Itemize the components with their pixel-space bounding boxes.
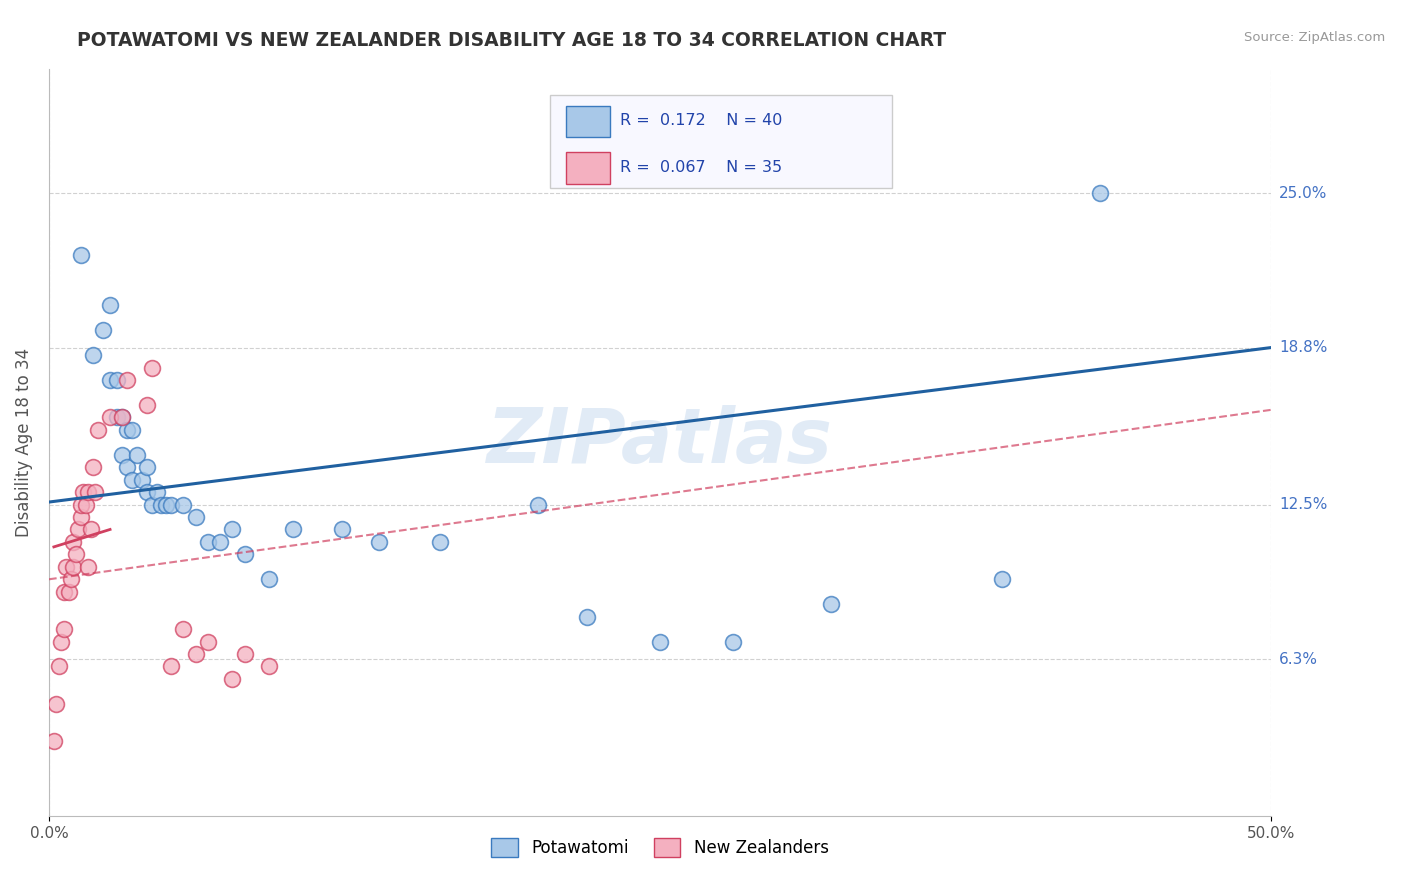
FancyBboxPatch shape bbox=[565, 153, 610, 184]
Point bbox=[111, 410, 134, 425]
Text: POTAWATOMI VS NEW ZEALANDER DISABILITY AGE 18 TO 34 CORRELATION CHART: POTAWATOMI VS NEW ZEALANDER DISABILITY A… bbox=[77, 31, 946, 50]
Point bbox=[257, 572, 280, 586]
Point bbox=[221, 523, 243, 537]
Point bbox=[197, 634, 219, 648]
Point bbox=[221, 672, 243, 686]
Point bbox=[172, 622, 194, 636]
Point bbox=[51, 634, 73, 648]
Point bbox=[131, 473, 153, 487]
Point bbox=[52, 622, 75, 636]
Point bbox=[429, 535, 451, 549]
Point bbox=[125, 448, 148, 462]
Point bbox=[121, 423, 143, 437]
Text: 6.3%: 6.3% bbox=[1279, 651, 1319, 666]
Point bbox=[55, 559, 77, 574]
Point bbox=[648, 634, 671, 648]
Point bbox=[42, 734, 65, 748]
Point bbox=[820, 597, 842, 611]
Point bbox=[135, 398, 157, 412]
Y-axis label: Disability Age 18 to 34: Disability Age 18 to 34 bbox=[15, 348, 32, 537]
Point bbox=[45, 697, 67, 711]
Point bbox=[69, 498, 91, 512]
Point bbox=[184, 647, 207, 661]
Point bbox=[98, 410, 121, 425]
Point bbox=[87, 423, 110, 437]
Point bbox=[58, 584, 80, 599]
Point bbox=[67, 523, 90, 537]
Point bbox=[84, 485, 107, 500]
Point bbox=[135, 460, 157, 475]
Point bbox=[69, 248, 91, 262]
Point bbox=[723, 634, 745, 648]
Point bbox=[141, 498, 163, 512]
Point bbox=[150, 498, 173, 512]
Point bbox=[48, 659, 70, 673]
Point bbox=[155, 498, 177, 512]
Legend: Potawatomi, New Zealanders: Potawatomi, New Zealanders bbox=[485, 831, 835, 863]
Point bbox=[98, 373, 121, 387]
Point bbox=[107, 410, 129, 425]
Point bbox=[160, 659, 183, 673]
Point bbox=[330, 523, 353, 537]
FancyBboxPatch shape bbox=[565, 106, 610, 137]
Point bbox=[59, 572, 82, 586]
Text: R =  0.172    N = 40: R = 0.172 N = 40 bbox=[620, 113, 782, 128]
Point bbox=[79, 523, 101, 537]
Point bbox=[233, 647, 256, 661]
Point bbox=[62, 535, 84, 549]
Point bbox=[526, 498, 548, 512]
Text: Source: ZipAtlas.com: Source: ZipAtlas.com bbox=[1244, 31, 1385, 45]
Point bbox=[145, 485, 167, 500]
Text: R =  0.067    N = 35: R = 0.067 N = 35 bbox=[620, 160, 782, 175]
Point bbox=[98, 298, 121, 312]
Point bbox=[111, 410, 134, 425]
Point bbox=[197, 535, 219, 549]
Point bbox=[184, 510, 207, 524]
Point bbox=[69, 510, 91, 524]
Point bbox=[257, 659, 280, 673]
Text: ZIPatlas: ZIPatlas bbox=[486, 405, 832, 479]
Point bbox=[91, 323, 114, 337]
Point bbox=[107, 373, 129, 387]
Point bbox=[368, 535, 391, 549]
Point bbox=[160, 498, 183, 512]
Point bbox=[52, 584, 75, 599]
Point bbox=[77, 485, 100, 500]
Point bbox=[111, 448, 134, 462]
Point bbox=[115, 460, 138, 475]
Point bbox=[283, 523, 305, 537]
Point bbox=[172, 498, 194, 512]
Point bbox=[82, 460, 104, 475]
Point bbox=[1088, 186, 1111, 200]
Point bbox=[141, 360, 163, 375]
Text: 12.5%: 12.5% bbox=[1279, 497, 1327, 512]
Point bbox=[135, 485, 157, 500]
FancyBboxPatch shape bbox=[550, 95, 893, 188]
Text: 18.8%: 18.8% bbox=[1279, 340, 1327, 355]
Point bbox=[65, 547, 87, 561]
Point bbox=[121, 473, 143, 487]
Point bbox=[77, 559, 100, 574]
Point bbox=[62, 559, 84, 574]
Point bbox=[82, 348, 104, 362]
Point bbox=[115, 373, 138, 387]
Point bbox=[233, 547, 256, 561]
Point bbox=[209, 535, 232, 549]
Text: 25.0%: 25.0% bbox=[1279, 186, 1327, 201]
Point bbox=[115, 423, 138, 437]
Point bbox=[75, 498, 97, 512]
Point bbox=[72, 485, 94, 500]
Point bbox=[575, 609, 598, 624]
Point bbox=[991, 572, 1014, 586]
